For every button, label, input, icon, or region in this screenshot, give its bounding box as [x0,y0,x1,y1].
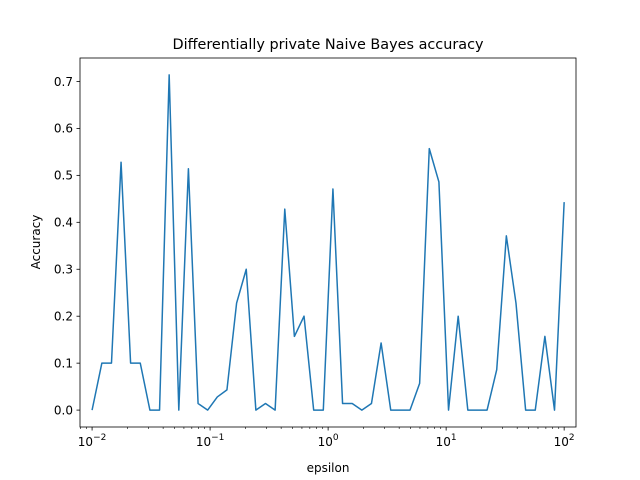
x-tick-label: 10−2 [78,433,107,449]
x-tick-label: 10−1 [196,433,225,449]
y-tick-label: 0.2 [54,310,73,324]
y-tick-label: 0.6 [54,122,73,136]
x-tick-label: 101 [436,433,457,449]
y-tick-label: 0.3 [54,263,73,277]
y-tick-label: 0.1 [54,356,73,370]
series-line [91,74,565,411]
y-tick-label: 0.5 [54,169,73,183]
y-tick-label: 0.4 [54,216,73,230]
y-tick-label: 0.0 [54,403,73,417]
y-tick-label: 0.7 [54,75,73,89]
chart-title: Differentially private Naive Bayes accur… [172,37,483,53]
x-tick-label: 100 [318,433,339,449]
y-axis-label: Accuracy [29,215,43,270]
plot-area [91,74,565,411]
x-axis-label: epsilon [307,461,350,475]
x-tick-label: 102 [554,433,575,449]
